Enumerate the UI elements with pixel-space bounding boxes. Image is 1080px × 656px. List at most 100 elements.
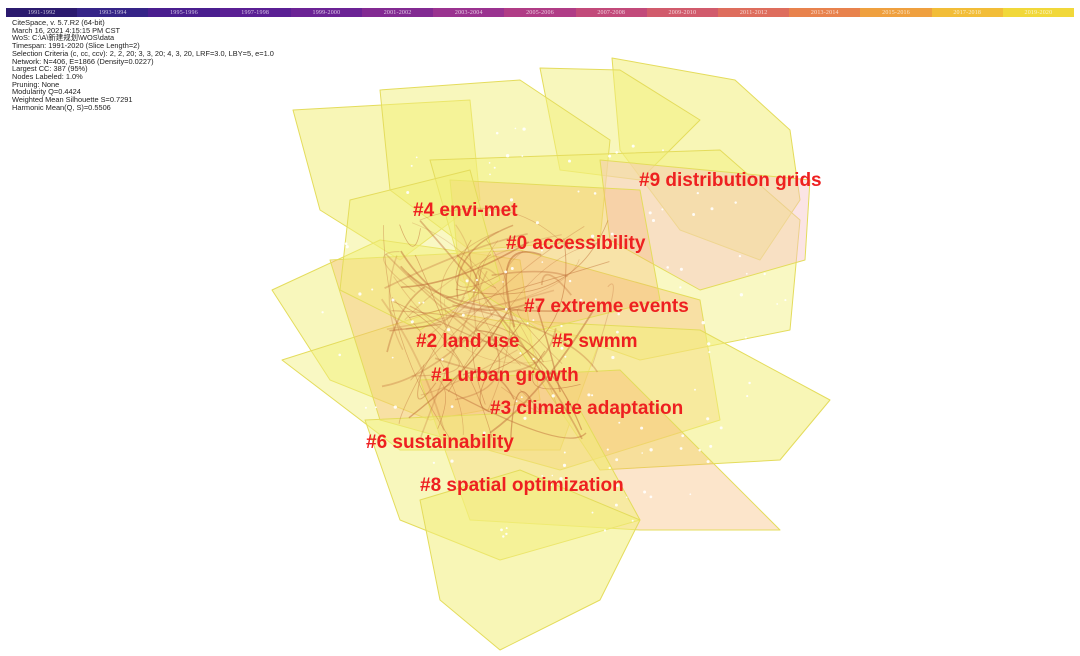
network-node[interactable]: [560, 324, 563, 328]
network-node[interactable]: [696, 191, 699, 195]
network-node[interactable]: [450, 459, 454, 463]
network-node[interactable]: [406, 191, 410, 194]
network-node[interactable]: [606, 448, 609, 451]
network-node[interactable]: [594, 298, 597, 301]
network-node[interactable]: [776, 367, 779, 370]
network-node[interactable]: [447, 328, 451, 332]
network-node[interactable]: [344, 242, 348, 246]
network-node[interactable]: [505, 532, 508, 536]
network-node[interactable]: [776, 303, 779, 305]
network-node[interactable]: [475, 279, 479, 282]
network-node[interactable]: [495, 131, 499, 135]
network-node[interactable]: [532, 319, 535, 322]
network-node[interactable]: [541, 261, 544, 263]
network-node[interactable]: [364, 406, 367, 409]
cluster-label-8[interactable]: #8 spatial optimization: [420, 475, 624, 496]
network-node[interactable]: [489, 211, 493, 215]
network-node[interactable]: [579, 298, 583, 302]
network-node[interactable]: [564, 355, 567, 358]
network-node[interactable]: [641, 238, 645, 242]
network-node[interactable]: [323, 413, 327, 417]
network-node[interactable]: [631, 144, 635, 148]
network-node[interactable]: [560, 346, 564, 350]
network-node[interactable]: [649, 448, 653, 452]
network-node[interactable]: [521, 155, 524, 157]
network-node[interactable]: [465, 279, 469, 283]
cluster-label-2[interactable]: #2 land use: [416, 331, 520, 352]
network-node[interactable]: [551, 474, 554, 477]
network-node[interactable]: [450, 405, 454, 408]
network-node[interactable]: [640, 426, 644, 430]
network-node[interactable]: [568, 159, 571, 163]
network-node[interactable]: [410, 164, 413, 167]
network-node[interactable]: [625, 496, 628, 499]
network-node[interactable]: [617, 312, 620, 316]
network-node[interactable]: [698, 449, 701, 452]
network-node[interactable]: [504, 270, 508, 274]
network-node[interactable]: [358, 292, 362, 296]
network-node[interactable]: [427, 476, 429, 479]
network-node[interactable]: [587, 393, 591, 397]
network-node[interactable]: [410, 320, 414, 324]
network-node[interactable]: [321, 311, 324, 314]
network-node[interactable]: [621, 409, 624, 413]
network-node[interactable]: [461, 313, 465, 317]
network-node[interactable]: [526, 322, 529, 325]
network-node[interactable]: [559, 477, 563, 481]
network-node[interactable]: [746, 395, 749, 398]
network-node[interactable]: [441, 358, 444, 361]
network-node[interactable]: [593, 192, 597, 195]
network-node[interactable]: [489, 173, 491, 176]
network-node[interactable]: [371, 288, 374, 291]
cluster-label-0[interactable]: #0 accessibility: [506, 233, 646, 254]
network-node[interactable]: [510, 267, 514, 270]
network-node[interactable]: [321, 239, 325, 243]
network-node[interactable]: [608, 466, 611, 470]
network-node[interactable]: [661, 208, 664, 211]
network-node[interactable]: [422, 301, 425, 304]
network-node[interactable]: [631, 519, 634, 522]
network-node[interactable]: [509, 198, 514, 202]
network-node[interactable]: [763, 272, 766, 276]
cluster-label-1[interactable]: #1 urban growth: [431, 365, 579, 386]
network-node[interactable]: [432, 461, 436, 464]
network-node[interactable]: [540, 249, 543, 252]
network-node[interactable]: [666, 266, 669, 269]
network-node[interactable]: [504, 307, 508, 311]
cluster-label-5[interactable]: #5 swmm: [552, 331, 638, 352]
network-node[interactable]: [562, 463, 567, 467]
cluster-label-6[interactable]: #6 sustainability: [366, 432, 514, 453]
network-node[interactable]: [391, 298, 395, 302]
network-node[interactable]: [648, 211, 652, 215]
network-node[interactable]: [608, 240, 612, 244]
network-node[interactable]: [709, 444, 713, 448]
cluster-label-7[interactable]: #7 extreme events: [524, 296, 689, 317]
network-node[interactable]: [708, 351, 711, 354]
network-node[interactable]: [338, 234, 340, 236]
network-node[interactable]: [706, 460, 710, 464]
network-node[interactable]: [706, 417, 710, 421]
network-node[interactable]: [745, 272, 748, 275]
network-node[interactable]: [591, 511, 594, 514]
network-node[interactable]: [488, 162, 491, 164]
network-node[interactable]: [744, 336, 747, 339]
network-node[interactable]: [610, 232, 614, 236]
network-node[interactable]: [784, 299, 787, 302]
network-node[interactable]: [651, 218, 656, 223]
network-node[interactable]: [738, 254, 742, 258]
network-node[interactable]: [551, 394, 555, 398]
network-node[interactable]: [616, 330, 619, 334]
network-node[interactable]: [493, 166, 496, 169]
network-node[interactable]: [535, 221, 539, 225]
network-node[interactable]: [500, 528, 503, 532]
network-node[interactable]: [415, 156, 418, 159]
network-node[interactable]: [502, 535, 505, 538]
network-node[interactable]: [505, 527, 508, 530]
network-node[interactable]: [641, 452, 644, 454]
network-node[interactable]: [568, 279, 572, 283]
network-node[interactable]: [643, 490, 647, 494]
network-node[interactable]: [482, 431, 486, 435]
network-node[interactable]: [393, 405, 397, 409]
network-node[interactable]: [689, 493, 692, 496]
